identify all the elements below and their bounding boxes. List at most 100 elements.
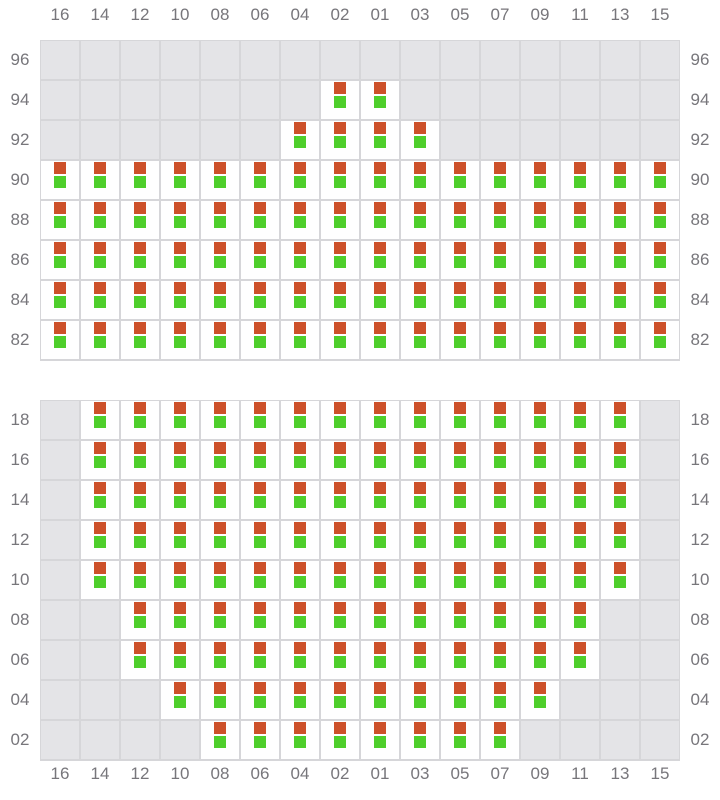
seat-available[interactable] (401, 201, 439, 239)
seat-available[interactable] (121, 201, 159, 239)
seat-available[interactable] (561, 441, 599, 479)
seat-available[interactable] (481, 401, 519, 439)
seat-available[interactable] (521, 521, 559, 559)
seat-available[interactable] (401, 481, 439, 519)
seat-available[interactable] (641, 201, 679, 239)
seat-available[interactable] (481, 601, 519, 639)
seat-available[interactable] (561, 201, 599, 239)
seat-available[interactable] (401, 601, 439, 639)
seat-available[interactable] (281, 681, 319, 719)
seat-available[interactable] (201, 161, 239, 199)
seat-available[interactable] (81, 521, 119, 559)
seat-available[interactable] (361, 601, 399, 639)
seat-available[interactable] (41, 161, 79, 199)
seat-available[interactable] (441, 681, 479, 719)
seat-available[interactable] (321, 601, 359, 639)
seat-available[interactable] (441, 641, 479, 679)
seat-available[interactable] (481, 241, 519, 279)
seat-available[interactable] (281, 641, 319, 679)
seat-available[interactable] (361, 521, 399, 559)
seat-available[interactable] (521, 281, 559, 319)
seat-available[interactable] (481, 321, 519, 359)
seat-available[interactable] (521, 561, 559, 599)
seat-available[interactable] (441, 521, 479, 559)
seat-available[interactable] (521, 241, 559, 279)
seat-available[interactable] (401, 441, 439, 479)
seat-available[interactable] (321, 321, 359, 359)
seat-available[interactable] (201, 281, 239, 319)
seat-available[interactable] (201, 641, 239, 679)
seat-available[interactable] (41, 321, 79, 359)
seat-available[interactable] (561, 641, 599, 679)
seat-available[interactable] (201, 681, 239, 719)
seat-available[interactable] (201, 401, 239, 439)
seat-available[interactable] (361, 561, 399, 599)
seat-available[interactable] (521, 641, 559, 679)
seat-available[interactable] (161, 601, 199, 639)
seat-available[interactable] (361, 81, 399, 119)
seat-available[interactable] (361, 321, 399, 359)
seat-available[interactable] (281, 601, 319, 639)
seat-available[interactable] (41, 281, 79, 319)
seat-available[interactable] (361, 241, 399, 279)
seat-available[interactable] (601, 161, 639, 199)
seat-available[interactable] (81, 321, 119, 359)
seat-available[interactable] (481, 161, 519, 199)
seat-available[interactable] (121, 481, 159, 519)
seat-available[interactable] (601, 281, 639, 319)
seat-available[interactable] (481, 281, 519, 319)
seat-available[interactable] (201, 521, 239, 559)
seat-available[interactable] (121, 401, 159, 439)
seat-available[interactable] (561, 281, 599, 319)
seat-available[interactable] (81, 481, 119, 519)
seat-available[interactable] (321, 681, 359, 719)
seat-available[interactable] (161, 681, 199, 719)
seat-available[interactable] (241, 441, 279, 479)
seat-available[interactable] (121, 321, 159, 359)
seat-available[interactable] (161, 641, 199, 679)
seat-available[interactable] (241, 321, 279, 359)
seat-available[interactable] (121, 161, 159, 199)
seat-available[interactable] (121, 441, 159, 479)
seat-available[interactable] (441, 401, 479, 439)
seat-available[interactable] (241, 161, 279, 199)
seat-available[interactable] (81, 441, 119, 479)
seat-available[interactable] (321, 121, 359, 159)
seat-available[interactable] (601, 441, 639, 479)
seat-available[interactable] (281, 401, 319, 439)
seat-available[interactable] (561, 521, 599, 559)
seat-available[interactable] (281, 121, 319, 159)
seat-available[interactable] (361, 481, 399, 519)
seat-available[interactable] (561, 241, 599, 279)
seat-available[interactable] (521, 481, 559, 519)
seat-available[interactable] (241, 681, 279, 719)
seat-available[interactable] (241, 601, 279, 639)
seat-available[interactable] (401, 641, 439, 679)
seat-available[interactable] (201, 601, 239, 639)
seat-available[interactable] (361, 721, 399, 759)
seat-available[interactable] (521, 401, 559, 439)
seat-available[interactable] (561, 321, 599, 359)
seat-available[interactable] (41, 201, 79, 239)
seat-available[interactable] (601, 321, 639, 359)
seat-available[interactable] (281, 521, 319, 559)
seat-available[interactable] (441, 561, 479, 599)
seat-available[interactable] (281, 161, 319, 199)
seat-available[interactable] (121, 601, 159, 639)
seat-available[interactable] (321, 401, 359, 439)
seat-available[interactable] (241, 561, 279, 599)
seat-available[interactable] (481, 201, 519, 239)
seat-available[interactable] (641, 281, 679, 319)
seat-available[interactable] (401, 681, 439, 719)
seat-available[interactable] (201, 481, 239, 519)
seat-available[interactable] (601, 401, 639, 439)
seat-available[interactable] (401, 521, 439, 559)
seat-available[interactable] (161, 281, 199, 319)
seat-available[interactable] (321, 441, 359, 479)
seat-available[interactable] (601, 481, 639, 519)
seat-available[interactable] (601, 201, 639, 239)
seat-available[interactable] (81, 201, 119, 239)
seat-available[interactable] (201, 321, 239, 359)
seat-available[interactable] (361, 201, 399, 239)
seat-available[interactable] (601, 561, 639, 599)
